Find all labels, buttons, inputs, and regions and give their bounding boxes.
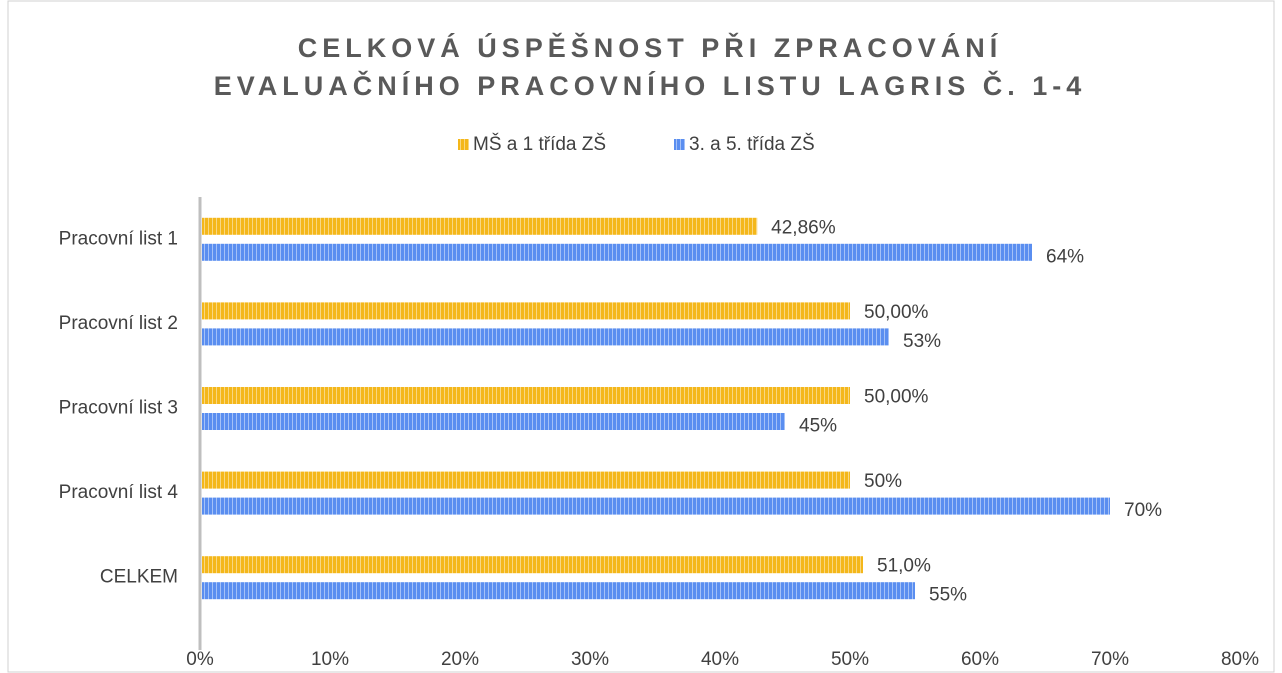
chart-frame (7, 0, 1275, 673)
x-tick-label: 60% (961, 649, 999, 670)
data-label: 50,00% (864, 387, 929, 408)
bar (202, 387, 850, 404)
x-tick-label: 10% (311, 649, 349, 670)
bar (202, 582, 915, 600)
chart-title: CELKOVÁ ÚSPĚŠNOST PŘI ZPRACOVÁNÍ (298, 32, 1003, 63)
y-tick-label: Pracovní list 1 (59, 228, 178, 249)
bar (202, 497, 1110, 515)
y-tick-label: Pracovní list 3 (59, 398, 178, 419)
x-tick-label: 30% (571, 649, 609, 670)
y-tick-label: CELKEM (100, 567, 178, 588)
bar (202, 243, 1032, 261)
x-tick-label: 80% (1221, 649, 1259, 670)
data-label: 70% (1124, 500, 1162, 521)
x-tick-label: 0% (186, 649, 214, 670)
y-tick-label: Pracovní list 2 (59, 313, 178, 334)
y-tick-label: Pracovní list 4 (59, 482, 179, 503)
bar (202, 556, 863, 574)
legend-swatch (458, 139, 469, 150)
x-tick-label: 20% (441, 649, 479, 670)
chart-title: EVALUAČNÍHO PRACOVNÍHO LISTU LAGRIS Č. 1… (214, 70, 1087, 101)
x-tick-label: 40% (701, 649, 739, 670)
legend-label: 3. a 5. třída ZŠ (689, 133, 815, 155)
x-tick-label: 50% (831, 649, 869, 670)
bar (202, 217, 758, 235)
data-label: 64% (1046, 246, 1084, 267)
data-label: 50% (864, 471, 902, 492)
data-label: 53% (903, 331, 941, 352)
bar (202, 328, 889, 346)
x-tick-label: 70% (1091, 649, 1129, 670)
legend-swatch (674, 139, 685, 150)
data-label: 50,00% (864, 302, 929, 323)
data-label: 42,86% (771, 217, 836, 238)
bar (202, 471, 850, 489)
bar (202, 302, 850, 320)
legend-label: MŠ a 1 třída ZŠ (473, 133, 606, 155)
bar (202, 413, 785, 430)
data-label: 45% (799, 416, 837, 437)
data-label: 55% (929, 585, 967, 606)
data-label: 51,0% (877, 556, 931, 577)
